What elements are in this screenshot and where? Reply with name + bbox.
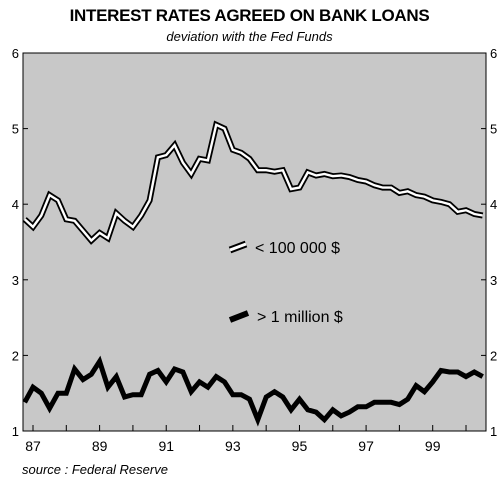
y-tick-label-right: 6	[490, 46, 497, 61]
axis-ticks: 1 1 2 2 3 3 4 4 5 5 6 6 87 89 91 93 95 97 99	[12, 46, 497, 454]
y-tick-label-right: 3	[490, 273, 497, 288]
x-tick-label: 93	[225, 438, 241, 454]
y-tick-label-right: 4	[490, 197, 497, 212]
x-tick-label: 91	[158, 438, 174, 454]
legend-label-small-loans: < 100 000 $	[255, 240, 340, 257]
series-line-small-loans	[23, 123, 483, 243]
y-tick-label-left: 4	[12, 197, 19, 212]
x-tick-label: 89	[92, 438, 108, 454]
legend: < 100 000 $ > 1 million $	[228, 240, 343, 326]
legend-swatch-small-loans-inner	[229, 242, 247, 252]
y-tick-label-right: 5	[490, 122, 497, 137]
source-note: source : Federal Reserve	[22, 462, 168, 477]
series-line-large-loans	[22, 355, 484, 427]
y-tick-label-right: 1	[490, 424, 497, 439]
x-tick-label: 99	[425, 438, 441, 454]
y-tick-label-right: 2	[490, 348, 497, 363]
chart-subtitle: deviation with the Fed Funds	[166, 29, 333, 44]
y-tick-label-left: 3	[12, 273, 19, 288]
legend-label-large-loans: > 1 million $	[257, 309, 343, 326]
x-tick-label: 97	[358, 438, 374, 454]
y-tick-label-left: 5	[12, 122, 19, 137]
y-tick-label-left: 1	[12, 424, 19, 439]
y-tick-label-left: 2	[12, 348, 19, 363]
x-tick-label: 95	[292, 438, 308, 454]
y-tick-label-left: 6	[12, 46, 19, 61]
x-tick-label: 87	[25, 438, 41, 454]
chart-title: INTEREST RATES AGREED ON BANK LOANS	[69, 6, 430, 25]
series-layer	[22, 120, 484, 427]
legend-swatch-large-loans	[228, 310, 250, 323]
